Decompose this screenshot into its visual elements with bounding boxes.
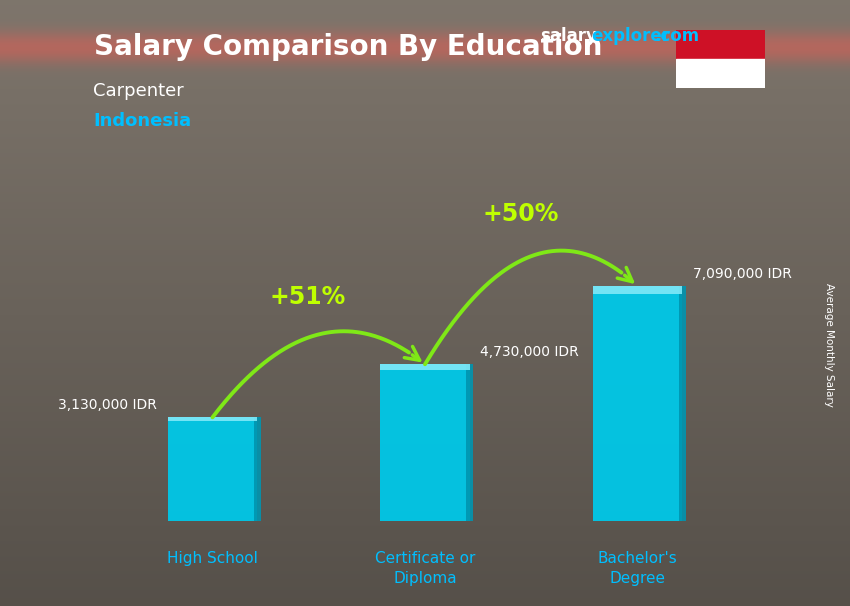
Text: Bachelor's
Degree: Bachelor's Degree: [598, 551, 677, 586]
Text: High School: High School: [167, 551, 258, 566]
Text: 7,090,000 IDR: 7,090,000 IDR: [693, 267, 791, 281]
Bar: [592, 286, 682, 294]
Bar: [466, 364, 473, 521]
Text: Carpenter: Carpenter: [94, 82, 184, 100]
Text: +50%: +50%: [483, 202, 558, 226]
Text: Salary Comparison By Education: Salary Comparison By Education: [94, 33, 602, 61]
Bar: [380, 364, 469, 521]
Bar: [167, 418, 257, 521]
Text: Certificate or
Diploma: Certificate or Diploma: [375, 551, 475, 586]
Text: .com: .com: [654, 27, 700, 45]
Bar: [676, 30, 765, 59]
Bar: [592, 286, 682, 521]
Text: salary: salary: [540, 27, 597, 45]
Bar: [167, 418, 257, 421]
Text: +51%: +51%: [270, 285, 346, 310]
Text: 3,130,000 IDR: 3,130,000 IDR: [59, 398, 157, 412]
Text: Indonesia: Indonesia: [94, 112, 191, 130]
Bar: [676, 59, 765, 88]
Bar: [678, 286, 686, 521]
Text: 4,730,000 IDR: 4,730,000 IDR: [480, 345, 579, 359]
Text: Average Monthly Salary: Average Monthly Salary: [824, 284, 834, 407]
Bar: [253, 418, 261, 521]
Text: explorer: explorer: [591, 27, 670, 45]
Bar: [380, 364, 469, 370]
